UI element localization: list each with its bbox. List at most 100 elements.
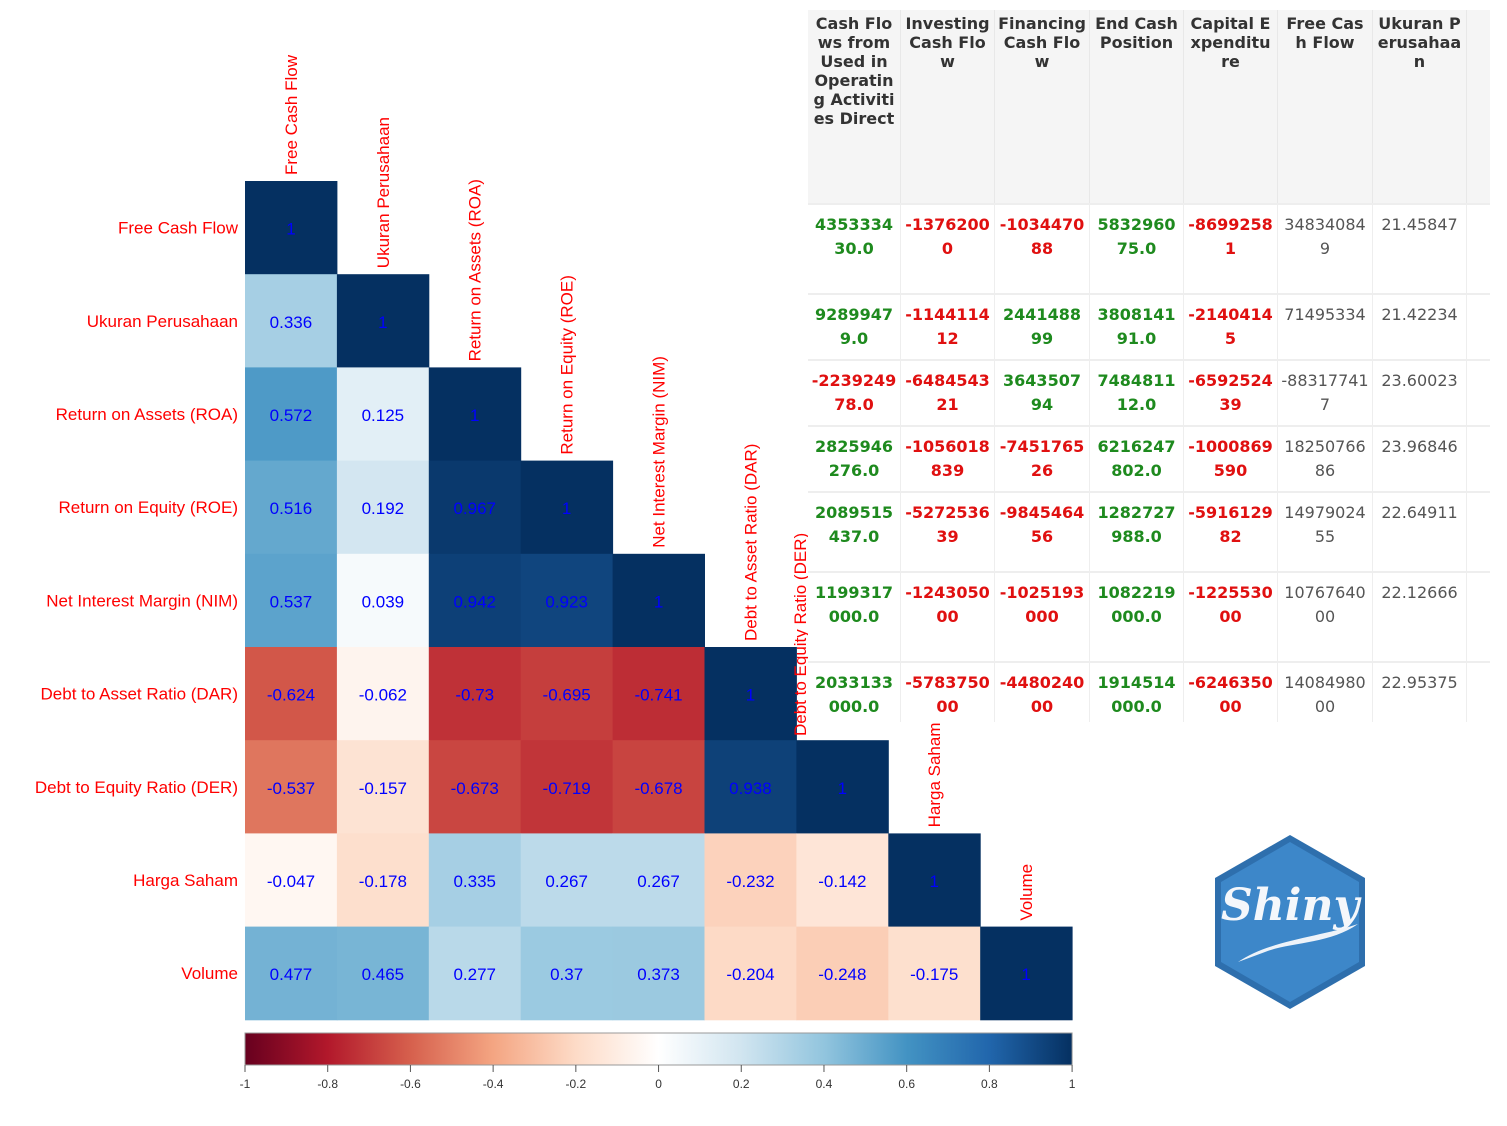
heatmap-cell (520, 553, 614, 648)
heatmap-cell (428, 833, 522, 928)
table-cell: 1825076686 (1277, 425, 1373, 492)
column-header[interactable]: Investing Cash Flow (900, 10, 995, 204)
cell-value: 0.465 (362, 965, 405, 984)
column-label: Debt to Equity Ratio (DER) (791, 533, 810, 736)
column-header[interactable]: R A ( (1466, 10, 1490, 204)
table-cell: -86992581 (1183, 203, 1278, 294)
heatmap-cell (336, 367, 430, 462)
row-label: Return on Equity (ROE) (58, 498, 238, 517)
heatmap-cell (704, 926, 797, 1021)
colorbar-tick-label: 1 (1069, 1077, 1076, 1091)
table-cell: -591612982 (1183, 491, 1278, 572)
heatmap-cell (612, 647, 705, 741)
table-cell: -1 (1466, 293, 1490, 360)
heatmap-cell (336, 553, 430, 648)
column-label: Ukuran Perusahaan (374, 117, 393, 268)
cell-value: 0.267 (545, 872, 588, 891)
table-cell: -122553000 (1183, 571, 1278, 662)
column-header[interactable]: Financing Cash Flow (994, 10, 1090, 204)
cell-value: -0.157 (359, 779, 407, 798)
table-cell: 6216247802.0 (1089, 425, 1184, 492)
column-header[interactable]: Cash Flows from Used in Operating Activi… (808, 10, 901, 204)
heatmap-cell (245, 833, 338, 928)
table-cell: 22.95375 (1372, 661, 1467, 722)
table-row: 92899479.0 -114411412 244148899 380814191.0… (808, 293, 1490, 360)
cell-value: -0.537 (267, 779, 315, 798)
data-table[interactable]: Cash Flows from Used in Operating Activi… (808, 10, 1490, 722)
cell-value: 1 (378, 313, 387, 332)
cell-value: 0.267 (637, 872, 680, 891)
cell-value: -0.178 (359, 872, 407, 891)
cell-value: 0.938 (729, 779, 772, 798)
table-cell: 435333430.0 (808, 203, 901, 294)
cell-value: -0.673 (451, 779, 499, 798)
heatmap-cell (704, 833, 797, 928)
table-cell: 17 (1466, 491, 1490, 572)
cell-value: 1 (470, 406, 479, 425)
table-cell: 21.42234 (1372, 293, 1467, 360)
table-cell: -448024000 (994, 661, 1090, 722)
heatmap-cell (245, 553, 338, 648)
cell-value: 1 (1021, 965, 1030, 984)
heatmap-cell (704, 647, 797, 741)
cell-value: -0.719 (543, 779, 591, 798)
table-cell: 71495334 (1277, 293, 1373, 360)
column-header[interactable]: Ukuran Perusahaan (1372, 10, 1467, 204)
heatmap-cell (428, 460, 522, 555)
table-cell: 748481112.0 (1089, 359, 1184, 426)
heatmap-cell (336, 647, 430, 741)
table-cell: 21.45847 (1372, 203, 1467, 294)
cell-value: 0.572 (270, 406, 313, 425)
table-cell: -223924978.0 (808, 359, 901, 426)
column-header[interactable]: Free Cash Flow (1277, 10, 1373, 204)
correlation-heatmap: Free Cash Flow Free Cash Flow 1 Ukuran Peru… (35, 54, 1076, 1091)
table-row: 435333430.0 -13762000 -103447088 583296075.… (808, 203, 1490, 294)
table-row: 1199317000.0 -124305000 -1025193000 1082219… (808, 571, 1490, 662)
table-cell: 7 (1466, 661, 1490, 722)
table-cell: -984546456 (994, 491, 1090, 572)
table-cell: 348340849 (1277, 203, 1373, 294)
cell-value: -0.678 (634, 779, 682, 798)
table-cell: 2033133000.0 (808, 661, 901, 722)
row-label: Ukuran Perusahaan (87, 312, 238, 331)
table-cell: 1282727988.0 (1089, 491, 1184, 572)
colorbar-tick-label: -0.4 (483, 1077, 504, 1091)
table-cell: -124305000 (900, 571, 995, 662)
table-cell: -114411412 (900, 293, 995, 360)
colorbar-tick-label: 0.4 (816, 1077, 833, 1091)
logo-text: Shiny (1221, 880, 1362, 931)
colorbar-tick-label: 0 (655, 1077, 662, 1091)
shiny-logo: Shiny (1215, 835, 1365, 1009)
heatmap-cell (980, 926, 1073, 1021)
table-cell: 364350794 (994, 359, 1090, 426)
heatmap-cell (336, 833, 430, 928)
table-cell: 583296075.0 (1089, 203, 1184, 294)
heatmap-cell (796, 926, 889, 1021)
table-cell: 1914514000.0 (1089, 661, 1184, 722)
table-cell: 1199317000.0 (808, 571, 901, 662)
cell-value: -0.741 (634, 686, 682, 705)
column-label: Free Cash Flow (282, 54, 301, 175)
table-cell: 2089515437.0 (808, 491, 901, 572)
heatmap-cell (520, 460, 614, 555)
column-header[interactable]: End Cash Position (1089, 10, 1184, 204)
row-label: Net Interest Margin (NIM) (46, 591, 238, 610)
heatmap-cell (612, 740, 705, 834)
heatmap-cell (888, 833, 981, 928)
colorbar-tick-label: -0.8 (317, 1077, 338, 1091)
cell-value: 1 (562, 499, 571, 518)
colorbar-tick-label: -1 (240, 1077, 251, 1091)
heatmap-cell (245, 367, 338, 462)
table-cell: 22.64911 (1372, 491, 1467, 572)
table-cell: -659252439 (1183, 359, 1278, 426)
column-label: Harga Saham (925, 723, 944, 828)
table-cell: -1056018839 (900, 425, 995, 492)
cell-value: 0.516 (270, 499, 313, 518)
heatmap-cell (428, 367, 522, 462)
column-header[interactable]: Capital Expenditure (1183, 10, 1278, 204)
cell-value: 1 (930, 872, 939, 891)
heatmap-cell (428, 647, 522, 741)
row-label: Debt to Equity Ratio (DER) (35, 778, 238, 797)
table-cell: -1025193000 (994, 571, 1090, 662)
heatmap-cell (888, 926, 981, 1021)
